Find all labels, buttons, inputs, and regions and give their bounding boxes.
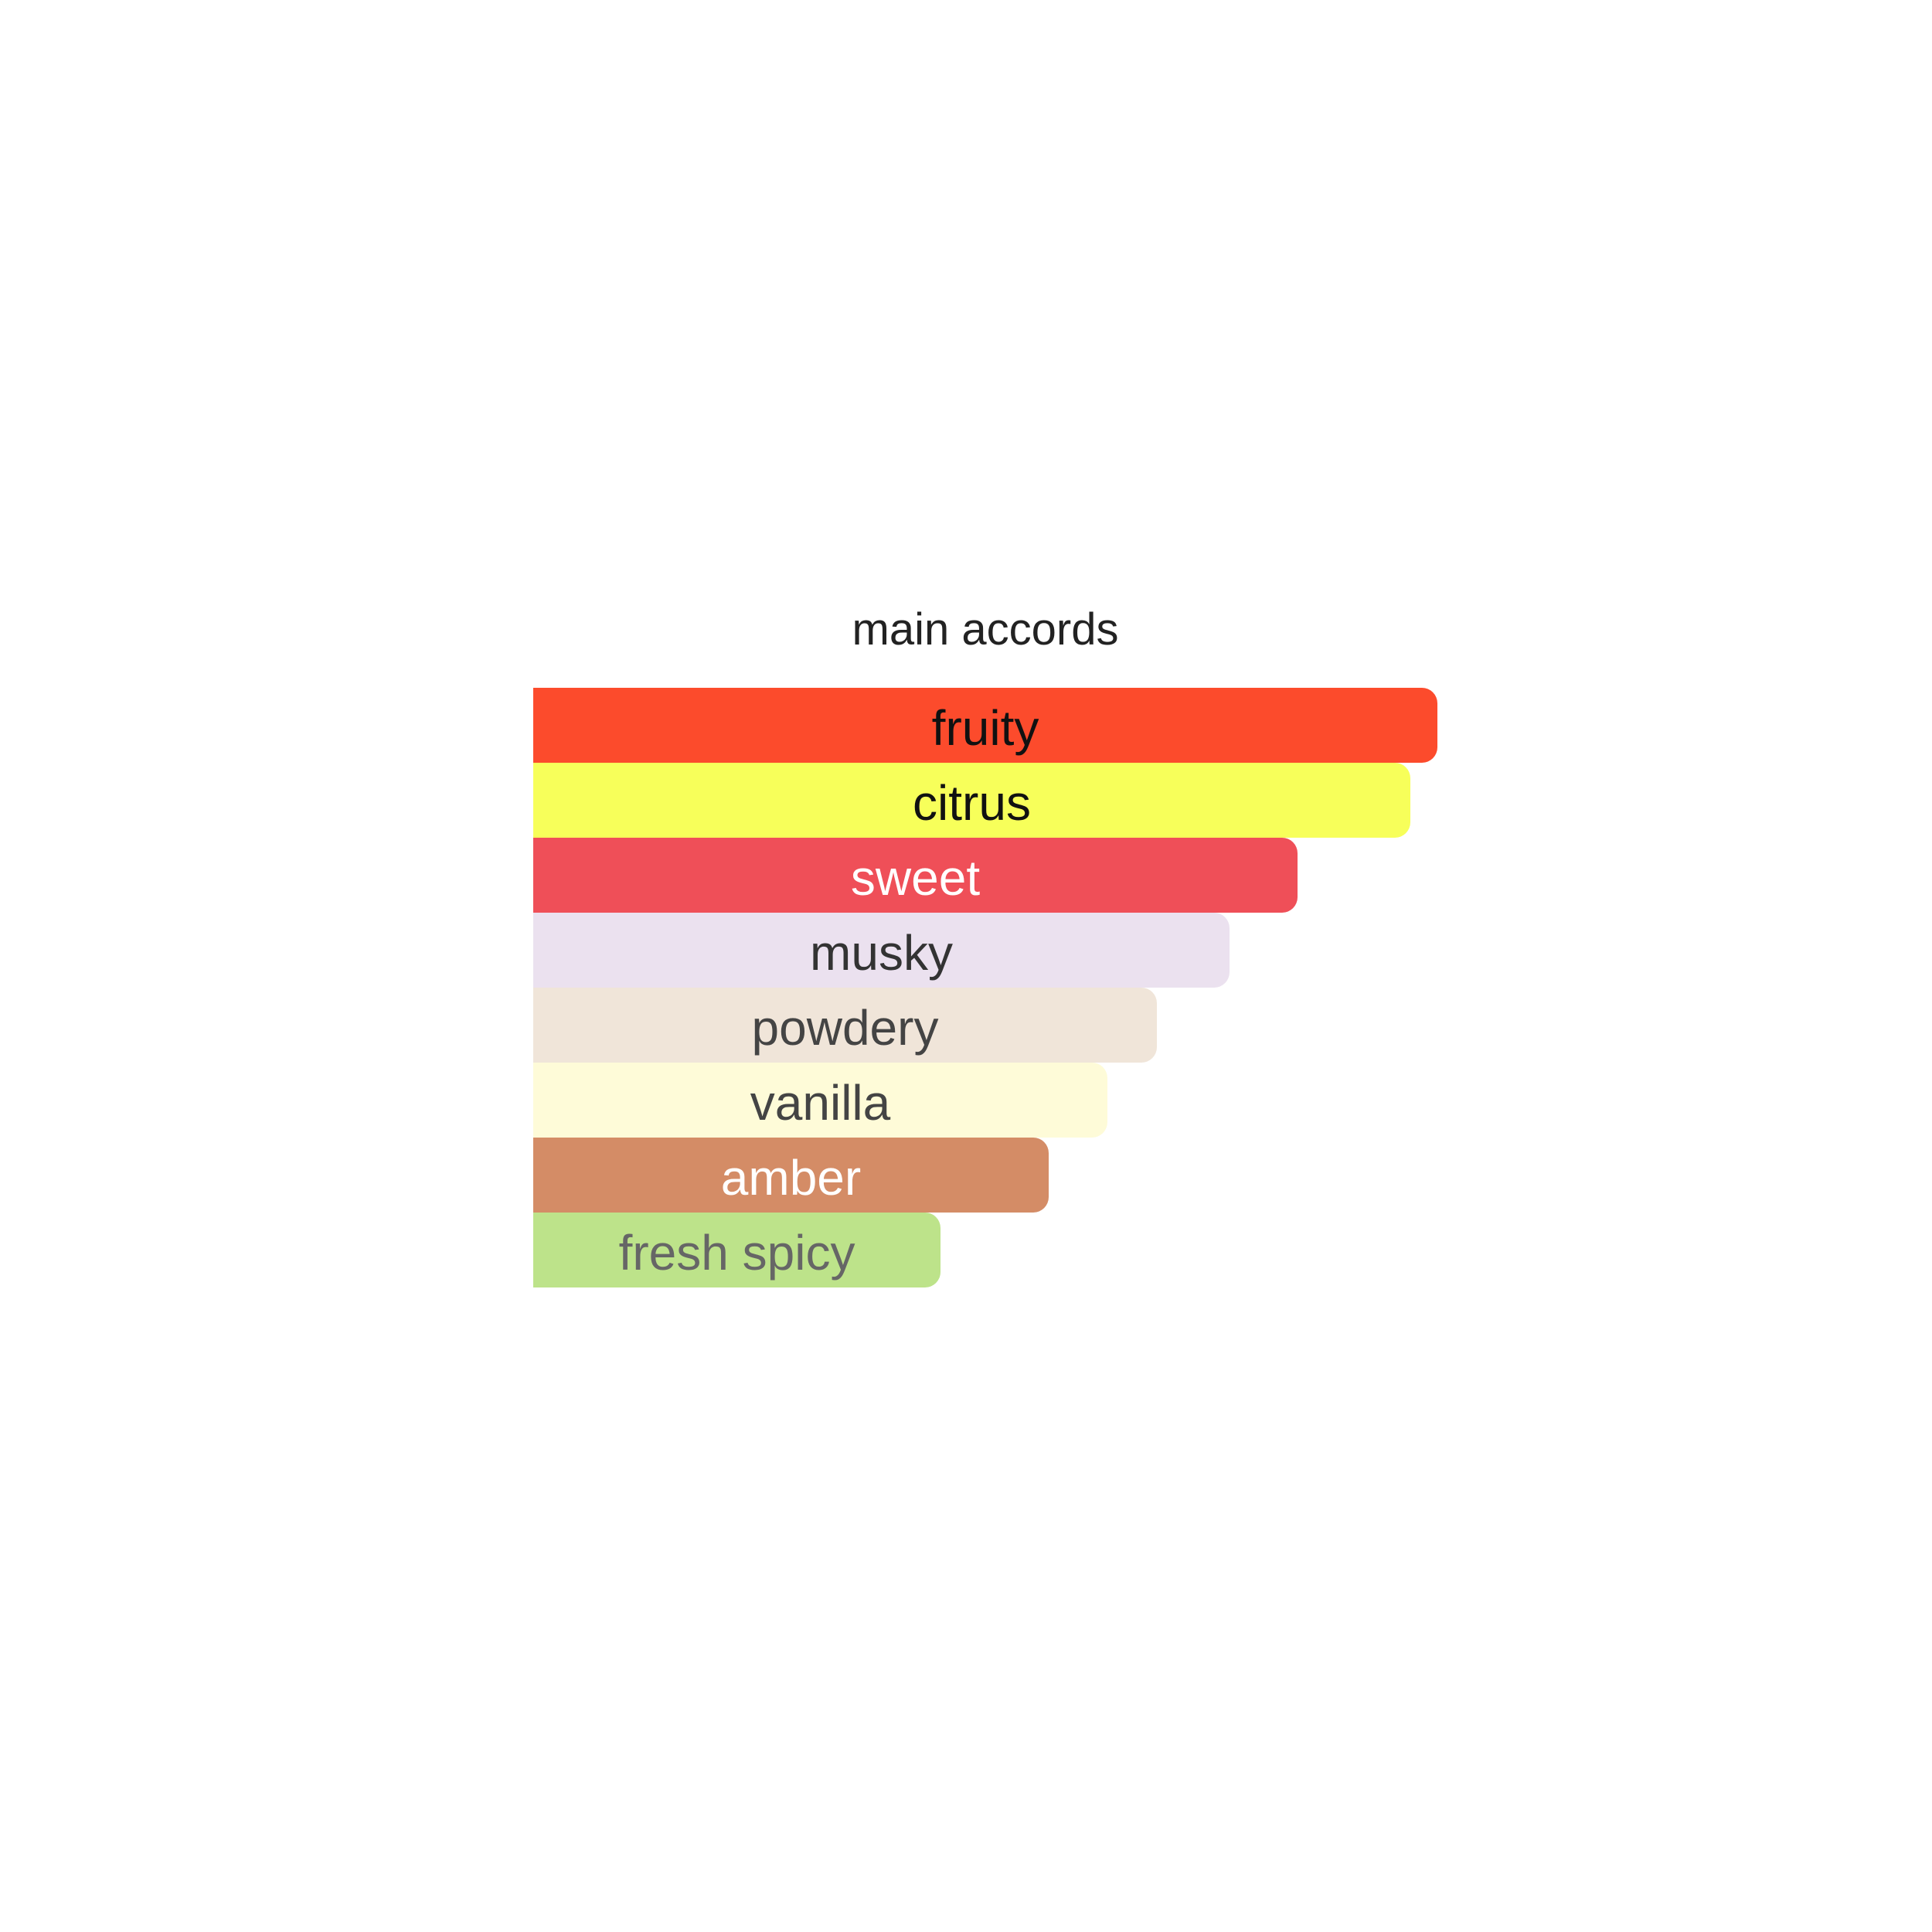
accord-bar-vanilla: vanilla <box>533 1063 1107 1138</box>
accord-label-fresh-spicy: fresh spicy <box>618 1225 855 1281</box>
accord-bar-powdery: powdery <box>533 988 1157 1063</box>
chart-title: main accords <box>852 604 1119 655</box>
accord-bar-amber: amber <box>533 1138 1049 1213</box>
accord-label-vanilla: vanilla <box>750 1075 891 1131</box>
accord-bar-musky: musky <box>533 913 1230 988</box>
accord-label-citrus: citrus <box>913 775 1031 831</box>
accord-bar-sweet: sweet <box>533 838 1298 913</box>
accord-label-fruity: fruity <box>931 700 1039 756</box>
accord-bar-citrus: citrus <box>533 763 1410 838</box>
accord-label-musky: musky <box>810 925 953 981</box>
accord-label-sweet: sweet <box>850 850 981 906</box>
accord-label-amber: amber <box>720 1150 862 1206</box>
accord-bar-fruity: fruity <box>533 688 1437 763</box>
accord-bar-fresh-spicy: fresh spicy <box>533 1213 940 1287</box>
accord-label-powdery: powdery <box>751 1000 939 1056</box>
